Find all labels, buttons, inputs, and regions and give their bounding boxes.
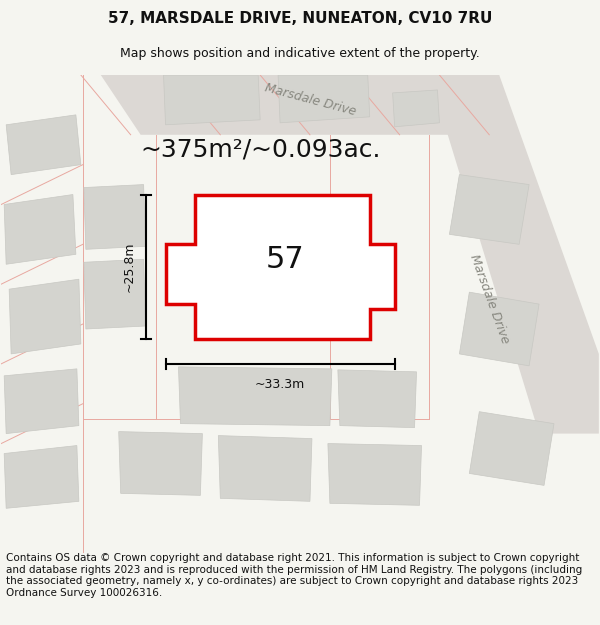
Text: Contains OS data © Crown copyright and database right 2021. This information is : Contains OS data © Crown copyright and d… bbox=[6, 553, 582, 598]
Polygon shape bbox=[164, 75, 260, 125]
Polygon shape bbox=[166, 194, 395, 339]
Polygon shape bbox=[449, 174, 529, 244]
Polygon shape bbox=[460, 292, 539, 366]
Polygon shape bbox=[84, 259, 146, 329]
Polygon shape bbox=[469, 412, 554, 486]
Polygon shape bbox=[9, 279, 81, 354]
Polygon shape bbox=[101, 75, 499, 135]
Text: ~375m²/~0.093ac.: ~375m²/~0.093ac. bbox=[140, 138, 380, 162]
Polygon shape bbox=[328, 444, 422, 505]
Polygon shape bbox=[338, 370, 416, 428]
Polygon shape bbox=[84, 184, 146, 249]
Polygon shape bbox=[4, 194, 76, 264]
Text: ~33.3m: ~33.3m bbox=[255, 378, 305, 391]
Polygon shape bbox=[6, 115, 81, 174]
Polygon shape bbox=[218, 436, 312, 501]
Text: Map shows position and indicative extent of the property.: Map shows position and indicative extent… bbox=[120, 48, 480, 61]
Polygon shape bbox=[4, 369, 79, 434]
Polygon shape bbox=[178, 367, 332, 426]
Polygon shape bbox=[430, 75, 599, 434]
Text: ~25.8m: ~25.8m bbox=[122, 241, 136, 292]
Polygon shape bbox=[119, 432, 202, 496]
Text: Marsdale Drive: Marsdale Drive bbox=[467, 253, 511, 346]
Text: 57, MARSDALE DRIVE, NUNEATON, CV10 7RU: 57, MARSDALE DRIVE, NUNEATON, CV10 7RU bbox=[108, 11, 492, 26]
Polygon shape bbox=[392, 90, 439, 127]
Text: Marsdale Drive: Marsdale Drive bbox=[263, 81, 357, 118]
Polygon shape bbox=[4, 446, 79, 508]
Polygon shape bbox=[278, 75, 370, 122]
Text: 57: 57 bbox=[266, 245, 304, 274]
